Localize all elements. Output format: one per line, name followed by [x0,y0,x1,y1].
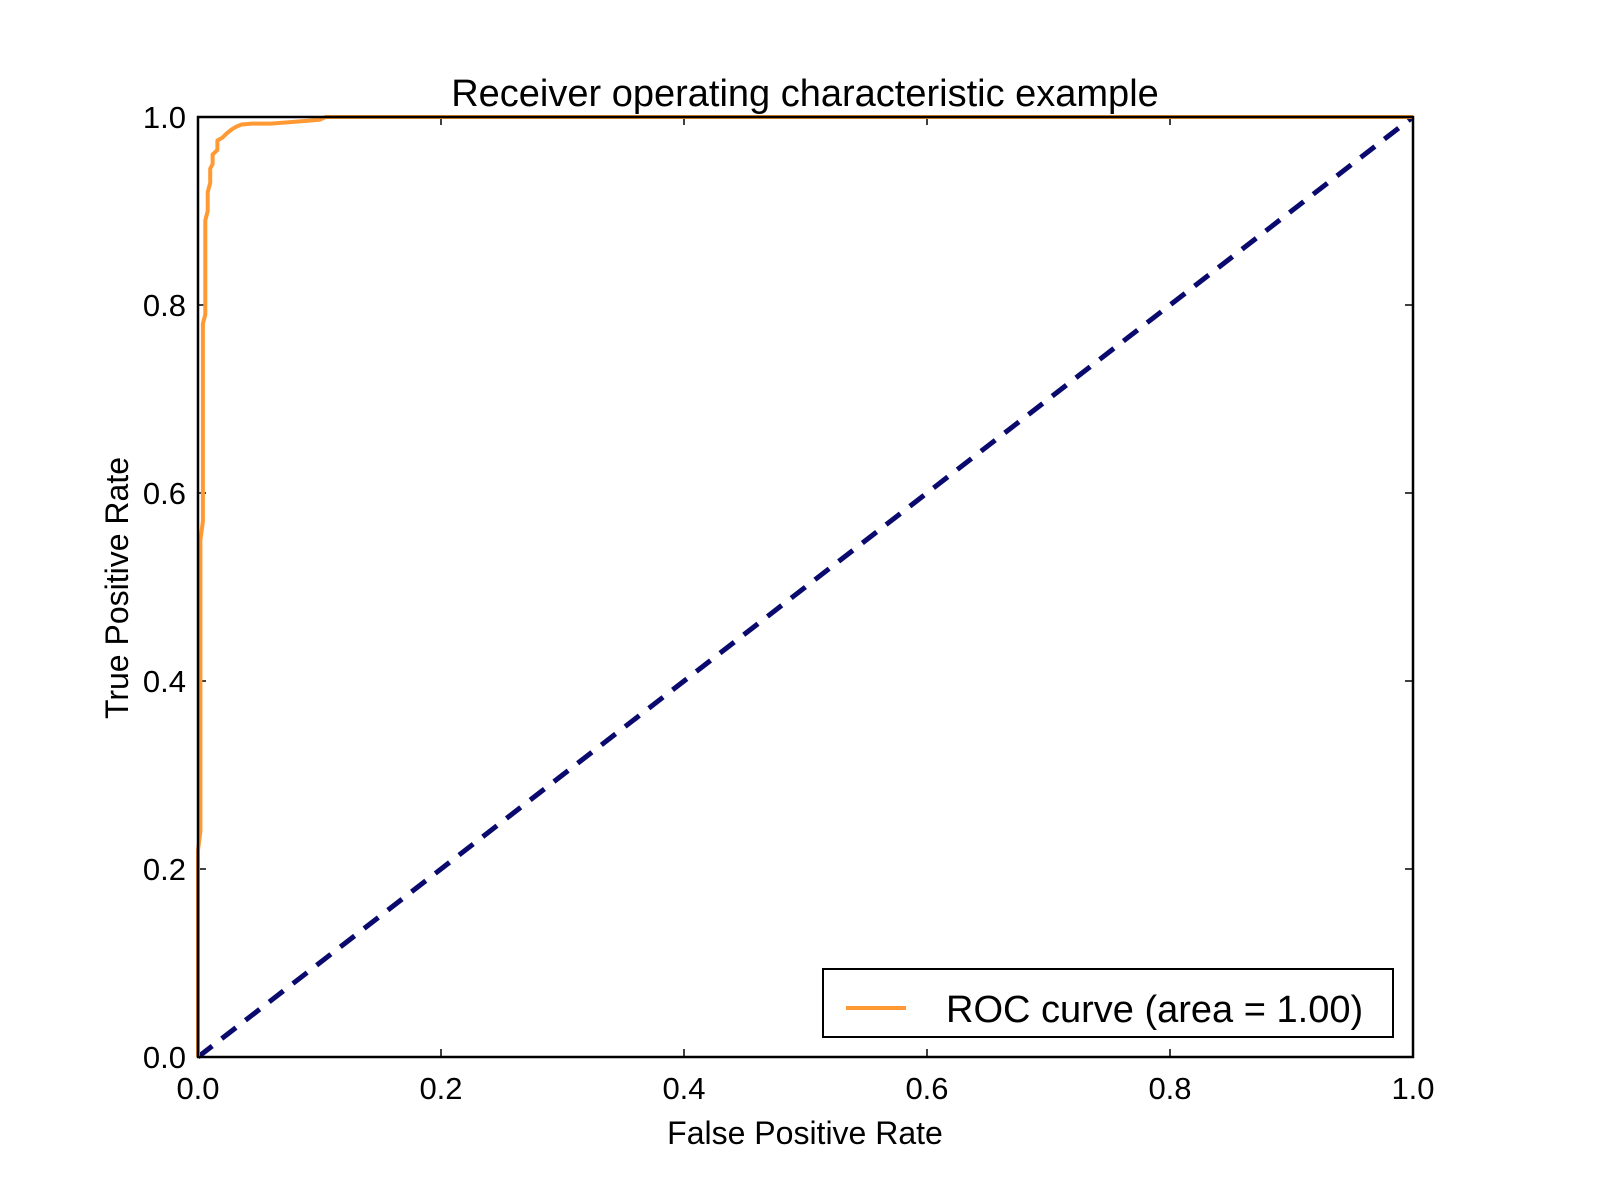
chart-title: Receiver operating characteristic exampl… [451,73,1159,115]
y-tick-label-3: 0.6 [143,476,186,511]
x-tick-label-0: 0.0 [176,1071,219,1106]
y-tick-label-4: 0.8 [143,288,186,323]
plot-frame [196,115,1415,1059]
legend-label-roc: ROC curve (area = 1.00) [946,989,1363,1031]
y-axis-label: True Positive Rate [99,457,135,719]
legend-box [822,968,1394,1038]
roc-curve-line [196,115,1413,1057]
x-tick-label-4: 0.8 [1148,1071,1191,1106]
x-tick-label-2: 0.4 [662,1071,705,1106]
y-tick-label-0: 0.0 [143,1040,186,1075]
legend: ROC curve (area = 1.00) [822,968,1394,1038]
y-tick-label-5: 1.0 [143,100,186,135]
chance-line [196,115,1415,1059]
x-tick-label-5: 1.0 [1391,1071,1434,1106]
series-group [196,115,1415,1059]
tick-labels: 0.0 0.2 0.4 0.6 0.8 1.0 0.0 0.2 0.4 0.6 0.8 1.0 [143,100,1435,1106]
x-tick-label-1: 0.2 [419,1071,462,1106]
x-tick-label-3: 0.6 [905,1071,948,1106]
x-axis-label: False Positive Rate [667,1115,943,1151]
y-tick-label-1: 0.2 [143,852,186,887]
y-tick-label-2: 0.4 [143,664,186,699]
